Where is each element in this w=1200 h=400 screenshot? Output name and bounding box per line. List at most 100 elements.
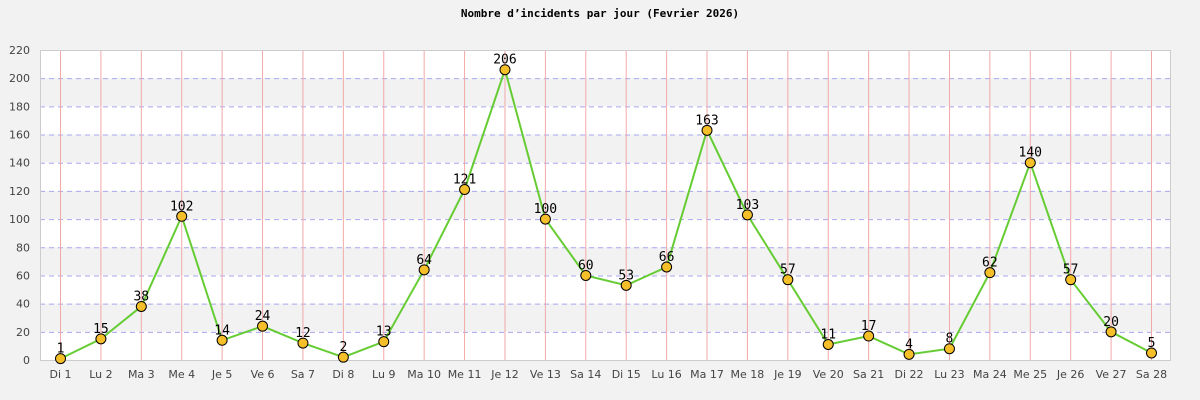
data-point-marker[interactable] [337,351,349,363]
series-line [60,66,1152,360]
data-value-label: 163 [695,113,718,128]
y-tick-label: 0 [23,354,30,367]
y-tick-label: 160 [9,129,30,142]
data-point-marker[interactable] [701,124,713,136]
data-point-marker[interactable] [741,209,753,221]
y-tick-label: 40 [16,298,30,311]
data-value-label: 64 [416,253,432,268]
data-value-label: 60 [578,258,594,273]
data-point-marker[interactable] [1065,274,1077,286]
data-value-label: 15 [93,322,109,337]
x-tick-label: Ma 10 [407,368,441,381]
x-tick-label: Ma 24 [973,368,1007,381]
data-point-marker[interactable] [95,333,107,345]
x-tick-label: Lu 2 [89,368,112,381]
grid-band [40,247,1170,276]
data-value-label: 53 [618,268,634,283]
data-point-marker[interactable] [984,267,996,279]
data-point-marker[interactable] [216,334,228,346]
data-point-marker[interactable] [863,330,875,342]
y-tick-label: 180 [9,100,30,113]
data-point-marker[interactable] [943,343,955,355]
data-value-label: 103 [736,198,759,213]
x-tick-label: Lu 23 [934,368,964,381]
data-value-label: 57 [1063,263,1079,278]
x-tick-label: Lu 9 [372,368,395,381]
data-point-marker[interactable] [135,300,147,312]
x-tick-label: Ve 27 [1096,368,1127,381]
data-point-marker[interactable] [257,320,269,332]
y-tick-label: 100 [9,213,30,226]
data-point-marker[interactable] [297,337,309,349]
grid-band [40,190,1170,220]
data-value-label: 38 [133,289,149,304]
y-tick-label: 200 [9,72,30,85]
y-tick-label: 80 [16,241,30,254]
data-point-marker[interactable] [822,339,834,350]
x-tick-label: Di 8 [332,368,354,381]
x-tick-label: Ve 20 [813,368,844,381]
y-tick-label: 220 [9,44,30,57]
grid-band [40,303,1170,332]
y-tick-label: 120 [9,185,30,198]
chart-title: Nombre d’incidents par jour (Fevrier 202… [461,7,739,20]
data-value-label: 62 [982,256,998,271]
x-tick-label: Me 4 [168,368,195,381]
data-point-marker[interactable] [55,353,66,365]
data-value-label: 20 [1103,315,1119,330]
x-tick-label: Di 15 [612,368,641,381]
x-tick-label: Sa 28 [1136,368,1167,381]
data-point-marker[interactable] [459,184,471,195]
data-point-marker[interactable] [176,210,188,222]
y-tick-label: 20 [16,326,30,339]
grid-band [40,78,1170,107]
data-point-marker[interactable] [378,336,390,348]
y-tick-label: 140 [9,157,30,170]
data-value-label: 140 [1019,146,1042,161]
x-tick-label: Ma 3 [128,368,155,381]
data-point-marker[interactable] [580,269,592,281]
x-tick-label: Je 5 [211,368,233,381]
data-value-label: 102 [170,199,193,214]
data-value-label: 4 [905,337,913,352]
x-tick-label: Je 26 [1056,368,1085,381]
x-tick-label: Me 18 [731,368,765,381]
x-tick-label: Ve 13 [530,368,561,381]
x-tick-label: Je 12 [490,368,519,381]
data-point-marker[interactable] [499,64,511,76]
data-value-label: 1 [57,342,65,357]
x-tick-label: Je 19 [773,368,802,381]
data-point-marker[interactable] [539,213,551,225]
data-value-label: 206 [493,53,516,68]
data-point-marker[interactable] [1105,326,1117,338]
x-tick-label: Sa 14 [570,368,601,381]
data-point-marker[interactable] [620,279,632,291]
plot-frame [40,50,1171,361]
data-point-marker[interactable] [1146,347,1157,359]
data-point-marker[interactable] [782,274,794,286]
data-point-marker[interactable] [661,261,673,273]
data-value-label: 17 [861,319,877,334]
data-value-label: 121 [453,173,476,188]
x-tick-label: Me 11 [448,368,482,381]
data-value-label: 5 [1148,336,1156,351]
data-value-label: 24 [255,309,271,324]
x-tick-label: Lu 16 [651,368,681,381]
grid-band [40,134,1170,163]
data-value-label: 2 [339,340,347,355]
data-value-label: 8 [946,332,954,347]
x-tick-label: Ve 6 [251,368,275,381]
x-tick-label: Ma 17 [690,368,724,381]
y-tick-label: 60 [16,269,30,282]
x-tick-label: Sa 21 [853,368,884,381]
data-value-label: 11 [820,328,836,343]
data-point-marker[interactable] [418,264,430,276]
data-point-marker[interactable] [1024,157,1036,169]
data-value-label: 66 [659,250,675,265]
x-tick-label: Sa 7 [291,368,315,381]
data-value-label: 14 [214,323,230,338]
data-value-label: 100 [534,202,557,217]
data-point-marker[interactable] [903,348,915,360]
